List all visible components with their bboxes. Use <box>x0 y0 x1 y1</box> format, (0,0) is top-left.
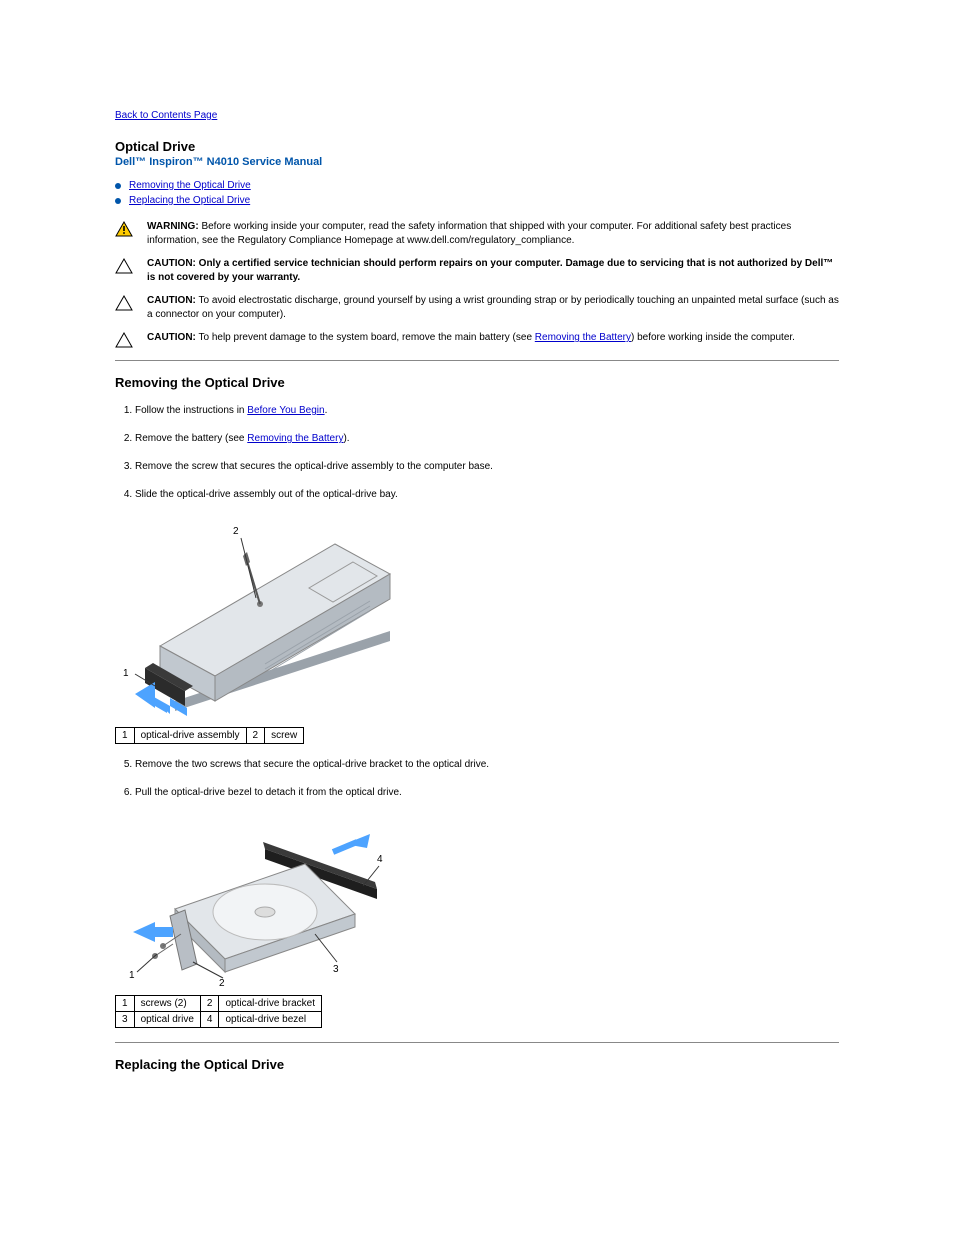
caution-body-post: ) before working inside the computer. <box>631 332 795 343</box>
caution-icon <box>115 295 135 311</box>
legend-row: 3 optical drive 4 optical-drive bezel <box>116 1012 322 1028</box>
step-item: Pull the optical-drive bezel to detach i… <box>135 786 839 800</box>
caution-body-pre: To help prevent damage to the system boa… <box>199 332 535 343</box>
svg-text:1: 1 <box>129 970 135 981</box>
caution-text: CAUTION: Only a certified service techni… <box>147 257 839 284</box>
step-item: Slide the optical-drive assembly out of … <box>135 488 839 502</box>
step-text-post: . <box>325 405 328 416</box>
warning-body: Before working inside your computer, rea… <box>147 221 791 246</box>
warning-text: WARNING: Before working inside your comp… <box>147 220 839 247</box>
legend-label: optical-drive assembly <box>134 728 246 744</box>
remove-battery-link[interactable]: Removing the Battery <box>247 433 343 444</box>
figure-laptop-bottom: 1 2 <box>115 516 839 721</box>
toc-item: Replacing the Optical Drive <box>115 193 839 208</box>
figure2-legend: 1 screws (2) 2 optical-drive bracket 3 o… <box>115 995 322 1028</box>
legend-label: optical-drive bezel <box>219 1012 321 1028</box>
legend-row: 1 screws (2) 2 optical-drive bracket <box>116 996 322 1012</box>
step-item: Remove the two screws that secure the op… <box>135 758 839 772</box>
remove-heading: Removing the Optical Drive <box>115 375 839 390</box>
step-item: Remove the battery (see Removing the Bat… <box>135 432 839 446</box>
back-to-contents-link[interactable]: Back to Contents Page <box>115 110 217 121</box>
svg-text:2: 2 <box>219 978 225 989</box>
caution-text: CAUTION: To help prevent damage to the s… <box>147 331 795 345</box>
caution-icon <box>115 258 135 274</box>
svg-text:4: 4 <box>377 854 383 865</box>
step-item: Remove the screw that secures the optica… <box>135 460 839 474</box>
caution-notice: CAUTION: Only a certified service techni… <box>115 257 839 284</box>
toc-link-remove[interactable]: Removing the Optical Drive <box>129 178 251 193</box>
caution-body: To avoid electrostatic discharge, ground… <box>147 295 839 320</box>
remove-steps-list-2: Remove the two screws that secure the op… <box>115 758 839 800</box>
warning-icon <box>115 221 135 237</box>
legend-row: 1 optical-drive assembly 2 screw <box>116 728 304 744</box>
caution-icon <box>115 332 135 348</box>
svg-text:2: 2 <box>233 526 239 537</box>
legend-num: 1 <box>116 996 135 1012</box>
toc-item: Removing the Optical Drive <box>115 178 839 193</box>
legend-num: 1 <box>116 728 135 744</box>
caution-notice: CAUTION: To avoid electrostatic discharg… <box>115 294 839 321</box>
caution-body: Only a certified service technician shou… <box>147 258 833 283</box>
bullet-icon <box>115 183 121 189</box>
before-begin-link[interactable]: Before You Begin <box>247 405 324 416</box>
caution-prefix: CAUTION: <box>147 295 196 306</box>
caution-text: CAUTION: To avoid electrostatic discharg… <box>147 294 839 321</box>
svg-text:1: 1 <box>123 668 129 679</box>
caution-prefix: CAUTION: <box>147 332 196 343</box>
figure1-legend: 1 optical-drive assembly 2 screw <box>115 727 304 744</box>
legend-num: 2 <box>246 728 265 744</box>
legend-num: 3 <box>116 1012 135 1028</box>
step-text-post: ). <box>343 433 349 444</box>
legend-num: 4 <box>200 1012 219 1028</box>
page-container: Back to Contents Page Optical Drive Dell… <box>0 0 954 1126</box>
step-item: Follow the instructions in Before You Be… <box>135 404 839 418</box>
page-subtitle: Dell™ Inspiron™ N4010 Service Manual <box>115 156 839 168</box>
bullet-icon <box>115 198 121 204</box>
figure-optical-drive: 1 2 3 4 <box>115 814 839 989</box>
table-of-contents: Removing the Optical Drive Replacing the… <box>115 178 839 208</box>
legend-label: optical-drive bracket <box>219 996 321 1012</box>
battery-link[interactable]: Removing the Battery <box>535 332 631 343</box>
legend-label: optical drive <box>134 1012 200 1028</box>
legend-num: 2 <box>200 996 219 1012</box>
section-divider <box>115 1042 839 1043</box>
page-title: Optical Drive <box>115 139 839 154</box>
toc-link-replace[interactable]: Replacing the Optical Drive <box>129 193 250 208</box>
svg-text:3: 3 <box>333 964 339 975</box>
caution-prefix: CAUTION: <box>147 258 196 269</box>
replace-heading: Replacing the Optical Drive <box>115 1057 839 1072</box>
remove-steps-list: Follow the instructions in Before You Be… <box>115 404 839 502</box>
step-text-pre: Follow the instructions in <box>135 405 247 416</box>
section-divider <box>115 360 839 361</box>
caution-notice: CAUTION: To help prevent damage to the s… <box>115 331 839 348</box>
step-text-pre: Remove the battery (see <box>135 433 247 444</box>
warning-notice: WARNING: Before working inside your comp… <box>115 220 839 247</box>
legend-label: screws (2) <box>134 996 200 1012</box>
warning-prefix: WARNING: <box>147 221 199 232</box>
legend-label: screw <box>265 728 304 744</box>
